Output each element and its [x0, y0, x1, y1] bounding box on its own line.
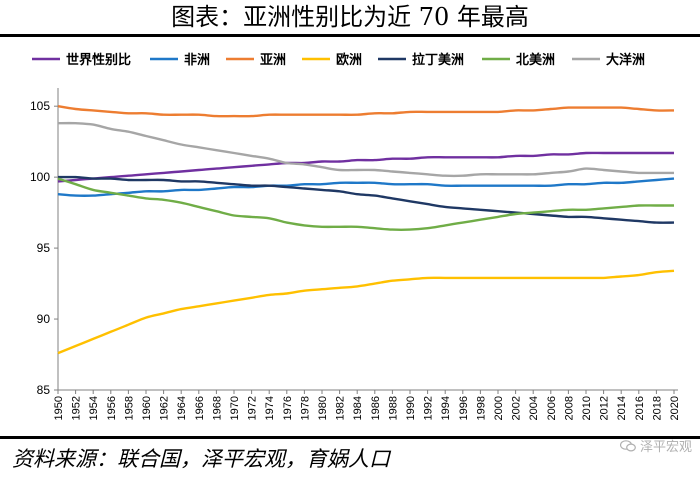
x-tick-label: 2016	[634, 396, 646, 420]
legend-label: 北美洲	[516, 52, 555, 68]
x-tick-label: 1970	[229, 396, 241, 420]
x-tick-label: 1968	[211, 396, 223, 420]
x-tick-label: 1986	[370, 396, 382, 420]
watermark-text: 泽平宏观	[639, 440, 692, 455]
x-tick-label: 1952	[71, 396, 83, 420]
x-tick-label: 1998	[475, 396, 487, 420]
x-tick-label: 1966	[194, 396, 206, 420]
x-tick-label: 1996	[458, 396, 470, 420]
source-note: 资料来源：联合国，泽平宏观，育娲人口	[12, 447, 390, 471]
x-tick-label: 2014	[616, 396, 628, 420]
series-line	[57, 121, 674, 178]
x-tick-label: 2012	[599, 396, 611, 420]
y-tick-label: 90	[37, 312, 51, 326]
legend-label: 拉丁美洲	[412, 52, 464, 68]
legend-label: 大洋洲	[606, 52, 645, 68]
title-divider	[0, 34, 700, 37]
x-tick-label: 1950	[53, 396, 65, 420]
x-tick-label: 1962	[159, 396, 171, 420]
x-tick-label: 2018	[651, 396, 663, 420]
x-tick-label: 1958	[123, 396, 135, 420]
y-tick-label: 105	[30, 99, 50, 113]
footer-divider	[0, 436, 700, 439]
page-title: 图表：亚洲性别比为近 70 年最高	[171, 3, 529, 31]
x-tick-label: 1974	[264, 396, 276, 420]
series-line	[57, 105, 675, 118]
x-tick-label: 1980	[317, 396, 329, 420]
x-tick-label: 2000	[493, 396, 505, 420]
series-line	[57, 177, 674, 232]
legend-label: 非洲	[184, 52, 210, 68]
x-tick-label: 2010	[581, 396, 593, 420]
watermark: 泽平宏观	[619, 436, 692, 455]
x-tick-label: 1964	[176, 396, 188, 420]
y-tick-label: 95	[37, 241, 51, 255]
x-tick-label: 1990	[405, 396, 417, 420]
series-line	[57, 177, 675, 197]
x-tick-label: 1988	[387, 396, 399, 420]
y-tick-label: 100	[30, 170, 50, 184]
x-tick-label: 1954	[88, 396, 100, 420]
y-tick-label: 85	[37, 383, 51, 397]
legend-label: 亚洲	[260, 53, 286, 68]
x-tick-label: 2006	[546, 396, 558, 420]
x-tick-label: 1994	[440, 396, 452, 420]
x-tick-label: 2004	[528, 396, 540, 420]
x-tick-label: 1976	[282, 396, 294, 420]
chat-bubble-icon	[619, 439, 636, 452]
x-tick-label: 1982	[335, 396, 347, 420]
x-tick-label: 1960	[141, 396, 153, 420]
x-tick-label: 2020	[669, 396, 681, 420]
series-line	[57, 151, 674, 183]
x-tick-label: 1992	[423, 396, 435, 420]
x-tick-label: 1978	[299, 396, 311, 420]
x-tick-label: 2002	[511, 396, 523, 420]
x-tick-label: 1956	[106, 396, 118, 420]
series-line	[57, 175, 675, 224]
x-tick-label: 1984	[352, 396, 364, 420]
legend-label: 欧洲	[336, 52, 362, 68]
series-line	[57, 269, 675, 355]
legend-label: 世界性别比	[66, 52, 131, 68]
x-tick-label: 1972	[247, 396, 259, 420]
x-tick-label: 2008	[563, 396, 575, 420]
line-chart: 85 90 95 100 105 1950 1952 1954 1956 1958 1960 1962…	[30, 52, 681, 420]
